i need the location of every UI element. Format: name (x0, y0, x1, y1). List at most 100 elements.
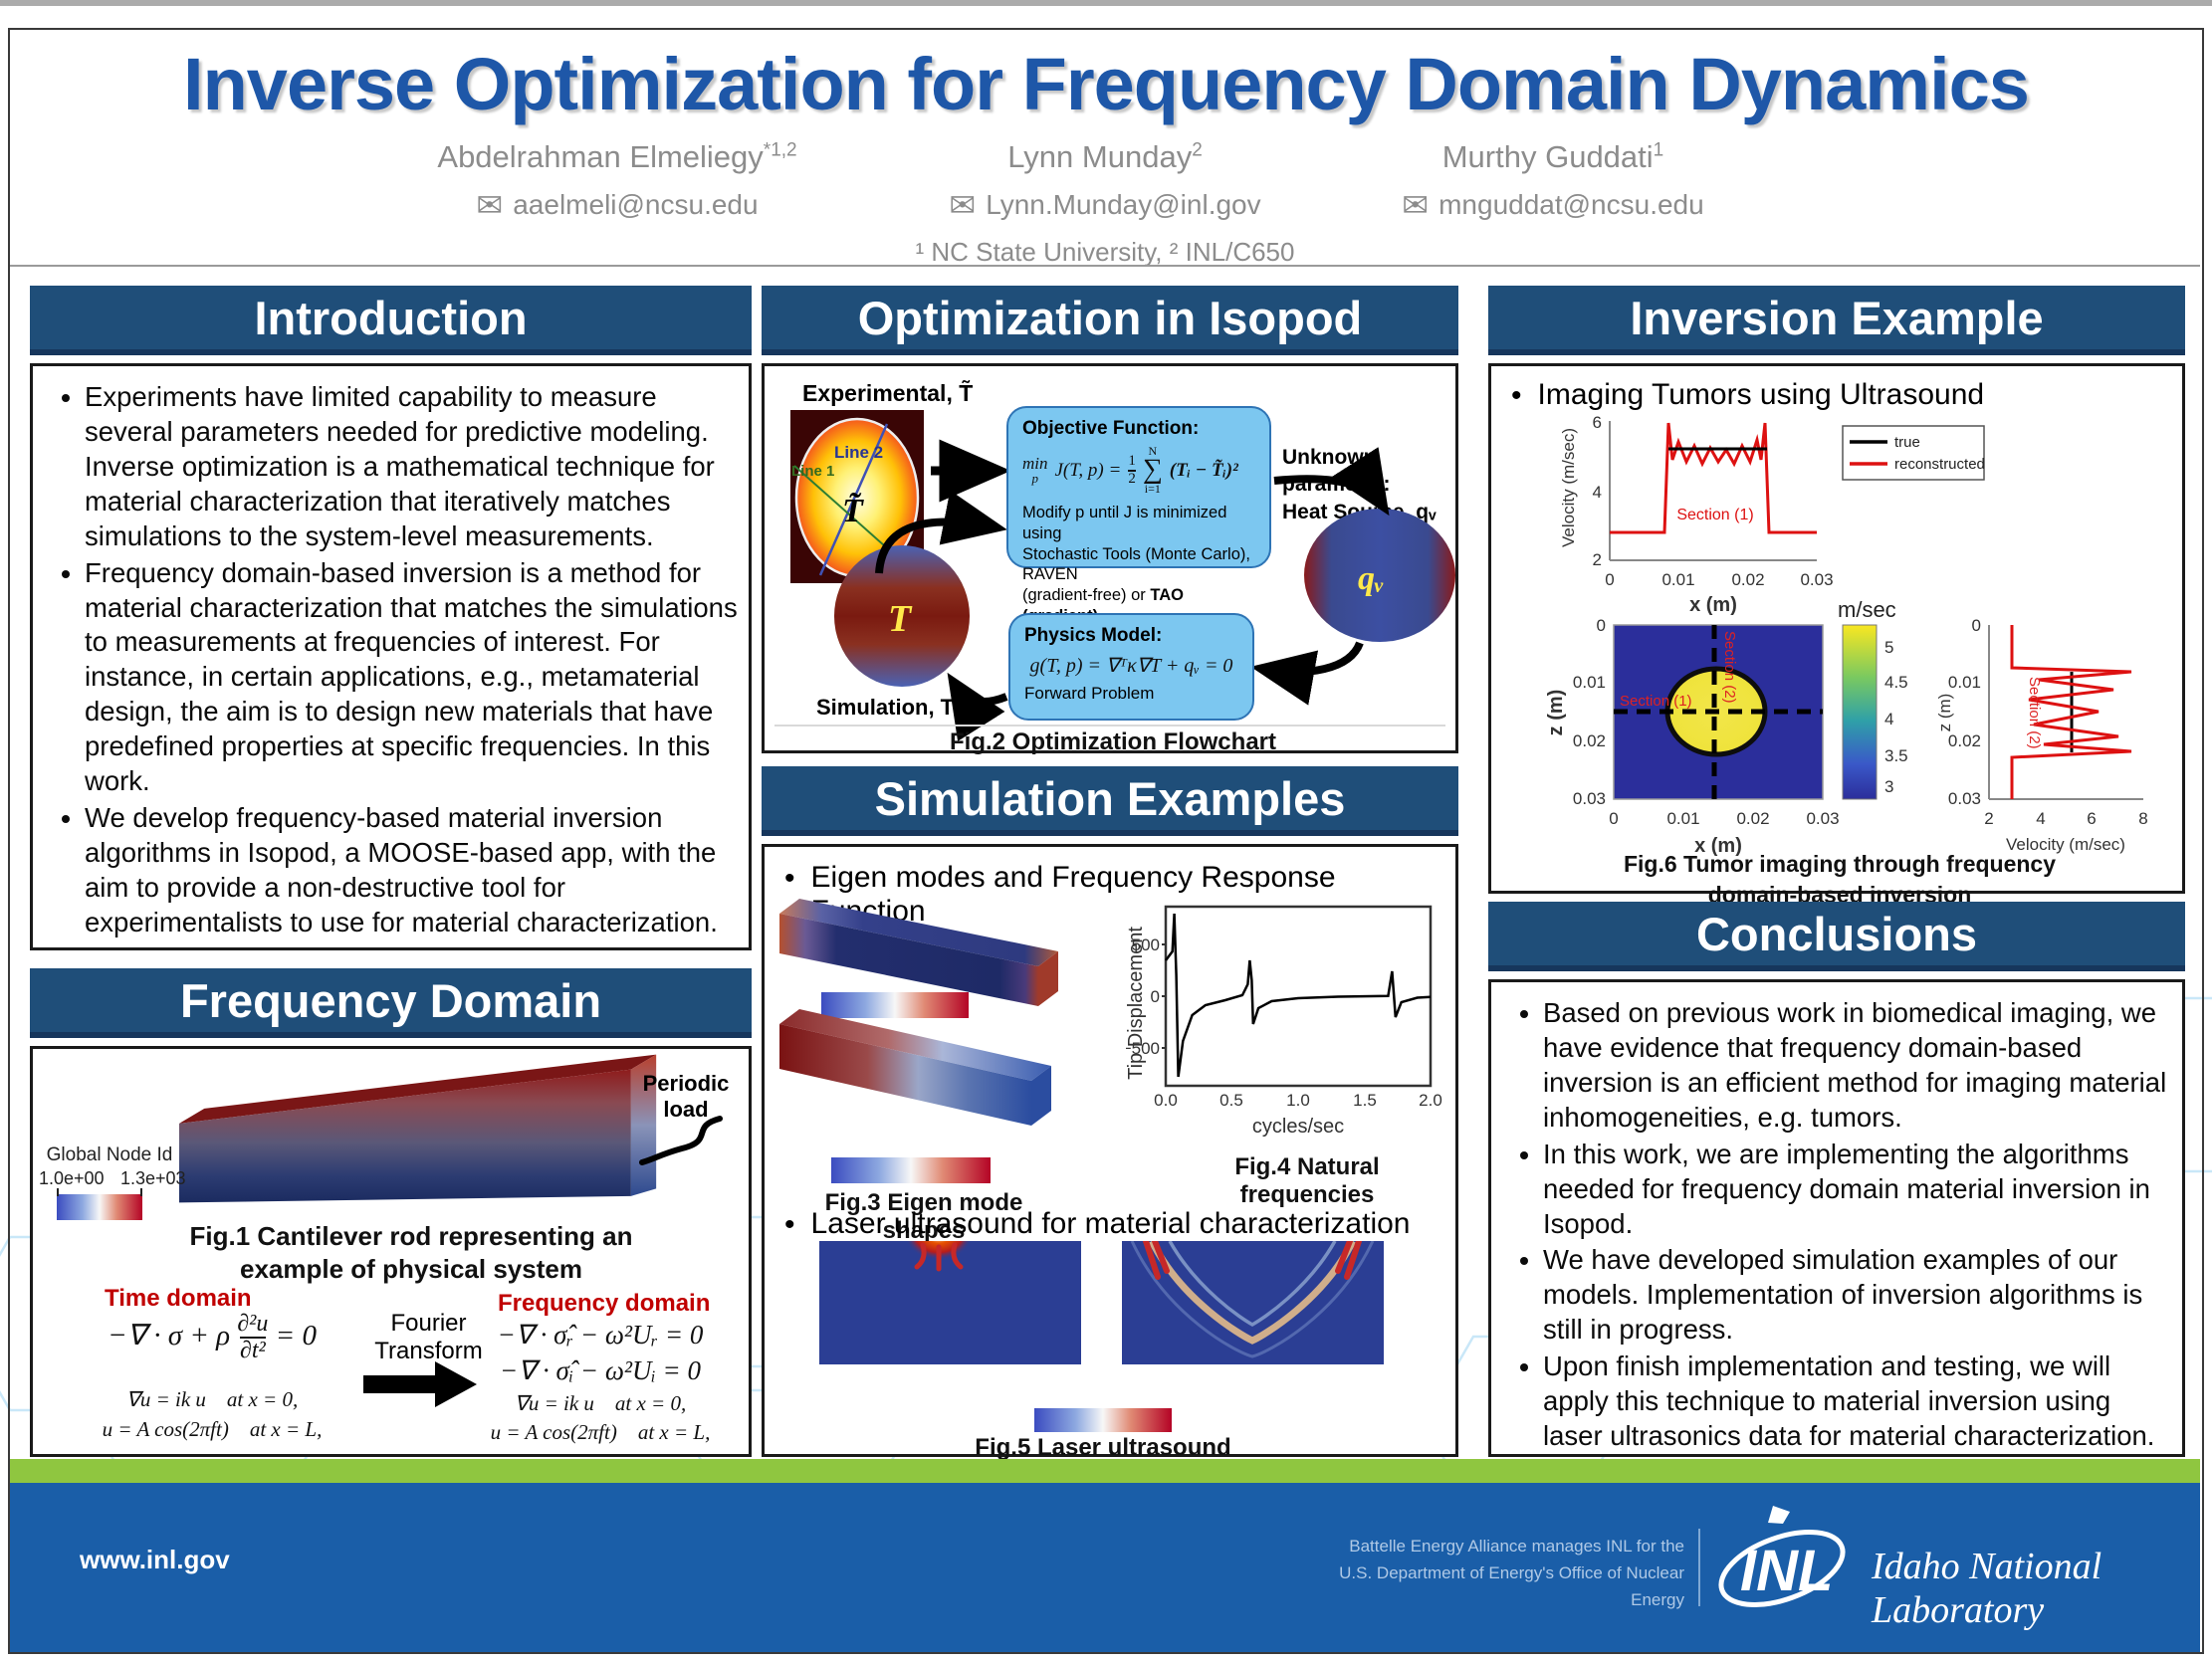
fourier-line1: Fourier (390, 1310, 467, 1337)
laser-ultrasound-bullet-text: Laser ultrasound for material characteri… (810, 1207, 1411, 1240)
frac-num: 1 (1128, 452, 1136, 469)
bc2-lhs: u = A cos(2πft) (102, 1417, 229, 1441)
frac-den: 2 (1128, 469, 1136, 487)
physics-model-box: Physics Model: g(T, p) = ∇ᵀκ∇T + qᵥ = 0 … (1008, 613, 1254, 721)
author-2: Lynn Munday2 ✉ Lynn.Munday@inl.gov (906, 139, 1304, 221)
cantilever-rod-figure (179, 1054, 657, 1203)
fourier-line2: Transform (374, 1338, 483, 1364)
objective-body-line2: Stochastic Tools (Monte Carlo), RAVEN (1022, 544, 1250, 584)
velocity-colorbar (1842, 624, 1878, 800)
simulation-examples-box: • Eigen modes and Frequency Response Func… (762, 844, 1458, 1489)
fig4-caption: Fig.4 Natural frequencies (1234, 1153, 1380, 1208)
frf-xtick: 1.5 (1353, 1091, 1377, 1110)
fig6b-section2-label: Section (2) (1721, 631, 1738, 704)
line1-label: Line 1 (791, 463, 834, 480)
author-3-name-text: Murthy Guddati (1441, 139, 1654, 174)
fig6c-ylabel: z (m) (1935, 694, 1954, 732)
laser-sim-image-late (1122, 1241, 1384, 1364)
fig1-colorbar (57, 1194, 142, 1220)
fig6-caption-line1: Fig.6 Tumor imaging through frequency (1623, 851, 2057, 877)
min-subscript: p (1031, 470, 1039, 486)
fig1-colorbar-max: 1.3e+03 (120, 1168, 186, 1188)
fourier-arrow (363, 1361, 477, 1407)
bullet-item: Frequency domain-based inversion is a me… (85, 556, 741, 799)
sum-symbol: ∑ (1142, 454, 1163, 486)
bullet-dot: • (784, 1208, 795, 1241)
velocity-cb-tick: 3 (1884, 777, 1893, 796)
fig6b-xlabel: x (m) (1694, 835, 1742, 857)
fig2-caption: Fig.2 Optimization Flowchart (949, 728, 1276, 755)
fig6b-ytick: 0 (1597, 616, 1606, 635)
frf-xtick: 0.0 (1154, 1091, 1178, 1110)
fig6b-xtick: 0.02 (1736, 809, 1769, 828)
heat-source-ellipse: qᵥ (1304, 509, 1455, 642)
periodic-load-label: Periodic load (630, 1071, 742, 1123)
frf-xtick: 1.0 (1286, 1091, 1310, 1110)
footer-battelle-text: Battelle Energy Alliance manages INL for… (1284, 1533, 1684, 1614)
fig6a-reconstructed-curve (1610, 422, 1817, 534)
fig6b-xtick: 0 (1609, 809, 1618, 828)
fig1-colorbar-min: 1.0e+00 (39, 1168, 105, 1188)
section-header-optimization: Optimization in Isopod (762, 286, 1458, 355)
cb2-bar (831, 1157, 991, 1183)
fig6c-reconstructed-curve (2010, 625, 2132, 799)
velocity-cb-tick: 4 (1884, 710, 1893, 728)
freq-domain-equation-2: −∇ · σ̂ᵢ − ω²Uᵢ = 0 (500, 1355, 701, 1385)
bc1-rhs: at x = 0, (226, 1387, 299, 1411)
bullet-dot: • (784, 862, 795, 895)
fig1-colorbar-label: Global Node Id (46, 1144, 173, 1165)
tumor-inversion-figure: Velocity (m/sec) 6 4 2 Section (1) 0 0.0… (1545, 416, 2148, 857)
frf-ytick: 0 (1151, 987, 1160, 1006)
frf-curve (1164, 913, 1432, 1078)
author-2-sup: 2 (1192, 139, 1203, 161)
min-operator: min (1022, 454, 1048, 474)
simulation-label: Simulation, T (816, 695, 955, 720)
bullet-item: Based on previous work in biomedical ima… (1543, 996, 2174, 1136)
frf-ylabel: Tip Displacement (1126, 927, 1147, 1080)
footer-url[interactable]: www.inl.gov (80, 1545, 230, 1574)
author-3: Murthy Guddati1 ✉ mnguddat@ncsu.edu (1354, 139, 1752, 221)
footer-green-band (8, 1459, 2200, 1483)
section-header-frequency-domain: Frequency Domain (30, 968, 752, 1038)
fig6a-section-label: Section (1) (1676, 507, 1753, 523)
bc2-rhs: at x = L, (637, 1420, 711, 1444)
bc1-rhs: at x = 0, (614, 1391, 687, 1415)
time-bc-1: ∇u = ik u at x = 0, (53, 1387, 371, 1412)
section-header-conclusions: Conclusions (1488, 902, 2185, 971)
fig6a-xtick: 0.03 (1800, 570, 1833, 589)
physics-equation: g(T, p) = ∇ᵀκ∇T + qᵥ = 0 (1029, 655, 1233, 677)
time-bc-2: u = A cos(2πft) at x = L, (53, 1417, 371, 1442)
fig6c-ytick: 0.01 (1948, 673, 1981, 692)
laser-ultrasound-bullet: • Laser ultrasound for material character… (784, 1207, 1441, 1243)
fig1-caption: Fig.1 Cantilever rod representing an exa… (93, 1220, 730, 1285)
objective-body-line3a: (gradient-free) or (1022, 585, 1151, 604)
eq-time-pre: −∇ · σ + ρ (108, 1319, 231, 1351)
fig6c-xtick: 4 (2036, 809, 2045, 828)
frf-xlabel: cycles/sec (1252, 1116, 1344, 1138)
fig6c-xtick: 2 (1984, 809, 1993, 828)
header-divider (8, 265, 2200, 267)
bc1-lhs: ∇u = ik u (514, 1391, 594, 1415)
time-domain-label: Time domain (105, 1285, 252, 1312)
footer-divider (1698, 1529, 1700, 1606)
fig6a-legend-box (1842, 425, 1985, 481)
eigen-mode-beam-y (779, 1009, 1051, 1126)
section-header-introduction: Introduction (30, 286, 752, 355)
fig6c-xtick: 6 (2087, 809, 2096, 828)
velocity-cb-tick: 4.5 (1884, 673, 1908, 692)
bullet-item: We have developed simulation examples of… (1543, 1243, 2174, 1348)
author-3-email: mnguddat@ncsu.edu (1438, 189, 1704, 220)
section-header-inversion: Inversion Example (1488, 286, 2185, 355)
email-icon: ✉ (949, 187, 977, 223)
bullet-dot: • (1511, 379, 1522, 412)
fig6a-ytick: 2 (1593, 550, 1602, 569)
fig6a-ytick: 6 (1593, 416, 1602, 432)
conclusions-bullets: Based on previous work in biomedical ima… (1491, 996, 2174, 1454)
fig6b-ytick: 0.03 (1573, 789, 1606, 808)
inl-logo: INL (1718, 1506, 1846, 1607)
periodic-load-squiggle (639, 1116, 723, 1165)
fig6b-ytick: 0.01 (1573, 673, 1606, 692)
battelle-line2: U.S. Department of Energy's Office of Nu… (1339, 1563, 1684, 1610)
